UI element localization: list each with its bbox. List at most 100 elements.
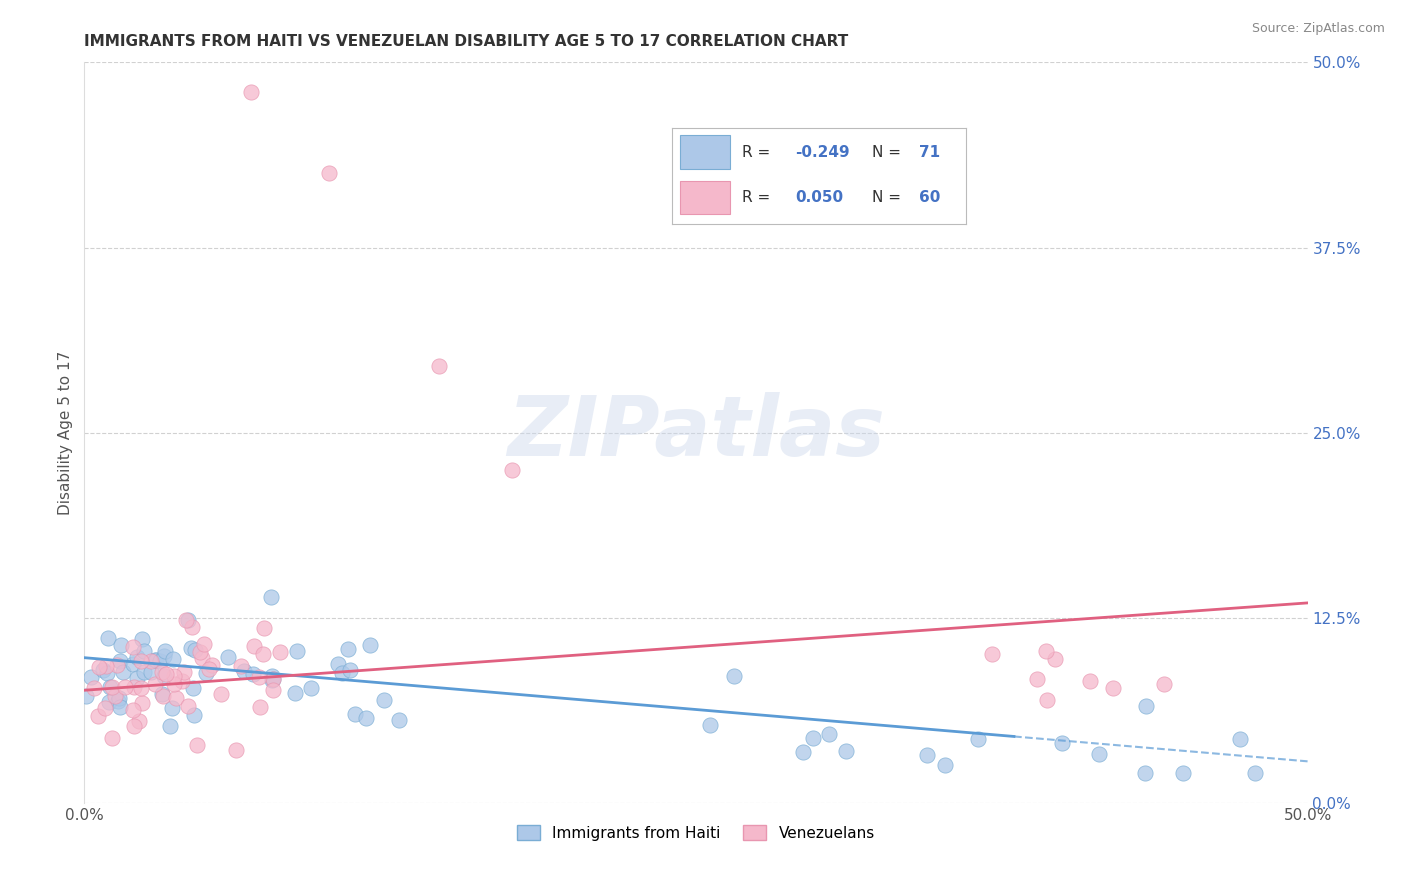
Text: 71: 71 [918, 145, 939, 160]
Point [131, 632, 153, 646]
Point [108, 654, 131, 668]
Point [75, 689, 97, 703]
Point [155, 666, 177, 681]
Point [186, 738, 208, 752]
Text: N =: N = [872, 190, 905, 205]
Point [122, 703, 145, 717]
Point [152, 689, 174, 703]
Point [105, 658, 128, 673]
Point [247, 670, 270, 684]
Point [107, 690, 129, 705]
Point [1243, 766, 1265, 780]
Point [260, 590, 283, 604]
Point [132, 643, 155, 657]
Point [112, 665, 135, 679]
Point [149, 654, 172, 668]
Point [252, 648, 274, 662]
Point [183, 708, 205, 723]
Point [343, 707, 366, 722]
Point [284, 686, 307, 700]
Point [193, 637, 215, 651]
Point [388, 713, 411, 727]
Point [1087, 747, 1109, 761]
Point [190, 651, 212, 665]
Point [818, 727, 841, 741]
Point [107, 694, 129, 708]
Point [1043, 651, 1066, 665]
Point [239, 85, 262, 99]
Point [163, 669, 186, 683]
Point [1050, 736, 1073, 750]
Point [162, 677, 184, 691]
Point [217, 649, 239, 664]
Point [260, 669, 283, 683]
Point [318, 166, 340, 180]
Point [835, 744, 858, 758]
Point [188, 645, 211, 659]
Text: -0.249: -0.249 [796, 145, 849, 160]
Legend: Immigrants from Haiti, Venezuelans: Immigrants from Haiti, Venezuelans [510, 819, 882, 847]
Point [100, 680, 122, 694]
Point [177, 613, 200, 627]
Point [1229, 731, 1251, 746]
Point [139, 654, 162, 668]
Point [262, 672, 284, 686]
Text: 60: 60 [918, 190, 941, 205]
Point [121, 657, 143, 671]
Text: IMMIGRANTS FROM HAITI VS VENEZUELAN DISABILITY AGE 5 TO 17 CORRELATION CHART: IMMIGRANTS FROM HAITI VS VENEZUELAN DISA… [84, 34, 849, 49]
Point [373, 693, 395, 707]
Point [1035, 644, 1057, 658]
Point [150, 665, 173, 680]
Point [150, 687, 173, 701]
Point [231, 658, 253, 673]
Point [225, 742, 247, 756]
Point [177, 698, 200, 713]
Point [131, 654, 153, 668]
Point [143, 677, 166, 691]
Point [180, 620, 202, 634]
Point [184, 643, 207, 657]
Point [201, 657, 224, 672]
Point [160, 700, 183, 714]
Text: ZIPatlas: ZIPatlas [508, 392, 884, 473]
Point [253, 621, 276, 635]
Point [94, 659, 117, 673]
Point [326, 657, 349, 671]
Point [87, 659, 110, 673]
Point [100, 680, 122, 694]
Point [427, 359, 450, 373]
Point [262, 682, 284, 697]
Point [91, 663, 114, 677]
Point [981, 648, 1004, 662]
Text: R =: R = [742, 190, 775, 205]
Point [129, 681, 152, 695]
Point [934, 758, 956, 772]
Point [299, 681, 322, 695]
Point [1078, 674, 1101, 689]
Point [1135, 766, 1157, 780]
Point [1036, 693, 1059, 707]
Point [699, 718, 721, 732]
Point [100, 731, 122, 745]
Point [262, 672, 284, 686]
Point [249, 700, 271, 714]
Point [1135, 698, 1157, 713]
Point [195, 666, 218, 681]
Point [96, 666, 118, 681]
Point [1026, 672, 1049, 686]
Point [337, 641, 360, 656]
Point [159, 719, 181, 733]
Point [1171, 766, 1194, 780]
Point [198, 662, 221, 676]
Point [122, 640, 145, 655]
Point [792, 745, 814, 759]
Point [131, 696, 153, 710]
Point [233, 664, 256, 678]
Point [98, 695, 121, 709]
Y-axis label: Disability Age 5 to 17: Disability Age 5 to 17 [58, 351, 73, 515]
Point [260, 673, 283, 687]
Point [141, 665, 163, 680]
Point [122, 719, 145, 733]
Point [145, 653, 167, 667]
Point [127, 671, 149, 685]
